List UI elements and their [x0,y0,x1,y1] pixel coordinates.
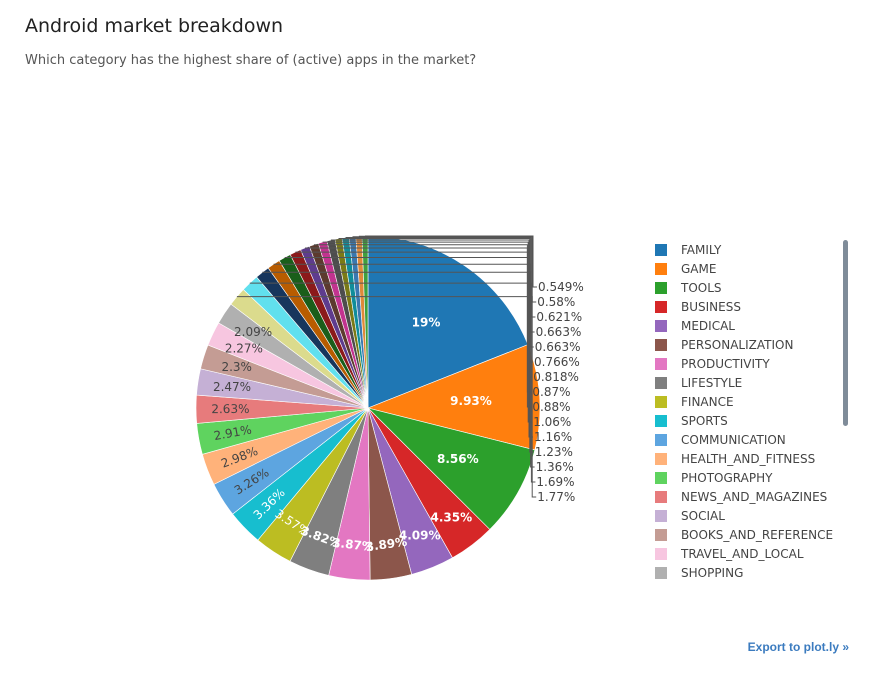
slice-label: 2.47% [213,380,251,394]
legend-item-social[interactable]: SOCIAL [655,509,725,523]
slice-label: 0.766% [534,355,580,369]
slice-label: 0.663% [535,340,581,354]
slice-label: 0.818% [533,370,579,384]
slice-label: 2.63% [211,402,249,416]
slice-label: 1.36% [536,460,574,474]
slice-label: 0.621% [536,310,582,324]
slice-label: 3.89% [365,535,408,554]
legend-label: MEDICAL [681,319,735,333]
legend-swatch [655,415,667,427]
slice-label: 1.77% [537,490,575,504]
legend-label: LIFESTYLE [681,376,742,390]
legend-swatch [655,377,667,389]
pie-slice-tools[interactable] [367,407,536,530]
legend-swatch [655,358,667,370]
legend-label: PHOTOGRAPHY [681,471,773,485]
slice-label: 0.88% [532,400,570,414]
legend-label: SHOPPING [681,566,743,580]
legend-label: BUSINESS [681,300,741,314]
legend-label: PERSONALIZATION [681,338,793,352]
slice-label: 2.91% [213,422,253,443]
export-link[interactable]: Export to plot.ly » [747,640,849,654]
legend-item-sports[interactable]: SPORTS [655,414,728,428]
legend-item-tools[interactable]: TOOLS [655,281,722,295]
legend-swatch [655,396,667,408]
legend-item-medical[interactable]: MEDICAL [655,319,735,333]
legend-label: SOCIAL [681,509,725,523]
legend-label: FINANCE [681,395,734,409]
legend-item-finance[interactable]: FINANCE [655,395,734,409]
legend-item-game[interactable]: GAME [655,262,716,276]
legend-swatch [655,491,667,503]
legend-swatch [655,472,667,484]
legend-label: TRAVEL_AND_LOCAL [680,547,804,561]
slice-label: 19% [412,316,441,330]
legend-swatch [655,434,667,446]
legend-item-travel-and-local[interactable]: TRAVEL_AND_LOCAL [655,547,804,561]
legend-label: FAMILY [681,243,722,257]
slice-label-leader [249,282,536,483]
legend-item-productivity[interactable]: PRODUCTIVITY [655,357,770,371]
slice-label: 0.663% [536,325,582,339]
pie-slices [195,235,541,581]
slice-label: 4.35% [430,511,472,525]
slice-label: 1.23% [535,445,573,459]
slice-label: 8.56% [437,452,479,466]
slice-label: 0.87% [532,385,570,399]
slice-label: 3.87% [332,536,375,554]
legend-swatch [655,282,667,294]
legend-swatch [655,244,667,256]
legend-swatch [655,529,667,541]
legend-item-shopping[interactable]: SHOPPING [655,566,743,580]
legend-item-personalization[interactable]: PERSONALIZATION [655,338,793,352]
slice-label: 1.16% [534,430,572,444]
legend-item-health-and-fitness[interactable]: HEALTH_AND_FITNESS [655,452,815,466]
legend-scrollbar[interactable] [843,240,848,426]
chart-title: Android market breakdown [25,15,284,37]
legend-item-lifestyle[interactable]: LIFESTYLE [655,376,742,390]
legend-swatch [655,567,667,579]
legend-item-family[interactable]: FAMILY [655,243,722,257]
legend-item-communication[interactable]: COMMUNICATION [655,433,786,447]
slice-label-leader [352,236,536,318]
legend-label: GAME [681,262,716,276]
legend-swatch [655,510,667,522]
legend-item-books-and-reference[interactable]: BOOKS_AND_REFERENCE [655,528,833,542]
legend: FAMILY GAME TOOLS BUSINESS MEDICAL PERSONALIZ… [655,243,833,580]
legend-swatch [655,320,667,332]
legend-swatch [655,263,667,275]
slice-label: 2.09% [234,325,272,339]
legend-label: TOOLS [680,281,722,295]
legend-item-photography[interactable]: PHOTOGRAPHY [655,471,773,485]
slice-label: 1.69% [536,475,574,489]
slice-label: 4.09% [399,529,441,543]
legend-item-business[interactable]: BUSINESS [655,300,741,314]
legend-label: SPORTS [681,414,728,428]
slice-label: 2.3% [221,360,252,374]
slice-label: 0.549% [538,280,584,294]
legend-label: PRODUCTIVITY [681,357,770,371]
legend-swatch [655,453,667,465]
legend-label: NEWS_AND_MAGAZINES [681,490,827,504]
chart-subtitle: Which category has the highest share of … [25,53,477,68]
legend-item-news-and-magazines[interactable]: NEWS_AND_MAGAZINES [655,490,827,504]
legend-label: HEALTH_AND_FITNESS [681,452,815,466]
slice-label-leader [236,296,537,498]
legend-label: COMMUNICATION [681,433,786,447]
slice-label: 1.06% [533,415,571,429]
legend-swatch [655,301,667,313]
legend-label: BOOKS_AND_REFERENCE [681,528,833,542]
slice-label: 2.27% [225,342,263,356]
slice-label: 0.58% [537,295,575,309]
slice-label: 9.93% [450,394,492,408]
legend-swatch [655,339,667,351]
legend-swatch [655,548,667,560]
